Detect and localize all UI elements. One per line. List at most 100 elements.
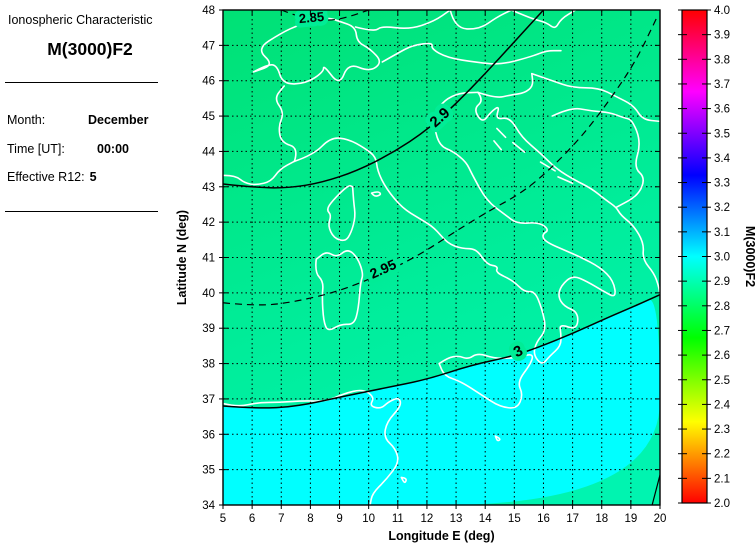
- coastline-path: [293, 91, 616, 364]
- y-tick-label: 45: [202, 111, 215, 123]
- colorbar-tick-label: 2.9: [714, 276, 730, 288]
- colorbar-tick-label: 3.4: [714, 153, 731, 165]
- x-tick-label: 15: [508, 513, 521, 525]
- x-tick-label: 7: [278, 513, 284, 525]
- coastline-path: [223, 389, 402, 505]
- r12-value: 5: [89, 170, 97, 184]
- time-field: Time [UT]: 00:00: [7, 142, 129, 156]
- month-value: December: [88, 113, 149, 127]
- x-tick-label: 18: [595, 513, 608, 525]
- y-tick-label: 40: [202, 288, 215, 300]
- colorbar-tick-label: 3.5: [714, 128, 730, 140]
- x-axis-title: Longitude E (deg): [388, 529, 494, 543]
- colorbar-tick-label: 2.4: [714, 399, 731, 411]
- x-tick-label: 13: [450, 513, 463, 525]
- y-tick-label: 47: [202, 40, 215, 52]
- colorbar-tick-label: 2.2: [714, 449, 730, 461]
- coastline-path: [326, 185, 356, 242]
- month-field: Month: December: [7, 113, 148, 127]
- y-tick-label: 41: [202, 253, 215, 265]
- contour-line-3: [223, 293, 660, 409]
- x-tick-label: 9: [336, 513, 342, 525]
- colorbar: 4.0 3.9 3.8 3.7 3.6 3.5 3.4 3.3 3.2 3.1 3.0 2.9 2.8 2…: [678, 5, 755, 510]
- y-tick-label: 39: [202, 323, 215, 335]
- x-tick-label: 11: [392, 513, 404, 525]
- coastline-path: [539, 161, 556, 172]
- colorbar-title: M(3000)F2: [743, 226, 755, 287]
- coastline-path: [557, 176, 574, 185]
- contour-label-2.85: 2.85: [298, 9, 325, 26]
- month-label: Month:: [7, 113, 46, 127]
- colorbar-tick-label: 3.9: [714, 30, 730, 42]
- coastline-path: [496, 127, 507, 139]
- x-tick-label: 16: [537, 513, 550, 525]
- colorbar-tick-label: 3.1: [714, 227, 730, 239]
- coastline-path: [551, 107, 644, 209]
- x-tick-label: 17: [566, 513, 579, 525]
- colorbar-tick-label: 3.3: [714, 178, 730, 190]
- corner-patch: [652, 484, 660, 505]
- colorbar-tick-label: 2.8: [714, 301, 730, 313]
- colorbar-tick-label: 3.8: [714, 54, 730, 66]
- coastline-path: [475, 91, 660, 296]
- divider-top: [5, 82, 158, 83]
- colorbar-tick-label: 3.2: [714, 202, 730, 214]
- y-tick-label: 34: [202, 500, 215, 512]
- y-tick-label: 44: [202, 146, 215, 158]
- y-tick-label: 36: [202, 429, 215, 441]
- coastlines: [223, 10, 660, 505]
- coastline-path: [381, 42, 562, 65]
- coastline-path: [400, 476, 407, 484]
- coastline-path: [370, 191, 382, 197]
- y-tick-label: 38: [202, 359, 215, 371]
- x-tick-label: 5: [220, 513, 226, 525]
- x-tick-label: 8: [307, 513, 313, 525]
- x-tick-label: 14: [479, 513, 492, 525]
- coastline-path: [438, 353, 534, 409]
- y-tick-label: 37: [202, 394, 215, 406]
- coastline-path: [494, 435, 501, 442]
- y-axis-title: Latitude N (deg): [175, 210, 189, 305]
- map-plot: 2.852.92.953: [223, 9, 660, 505]
- coastline-path: [223, 160, 296, 186]
- y-tick-label: 42: [202, 217, 215, 229]
- coastline-path: [512, 141, 526, 153]
- contour-line-2.95: [223, 16, 658, 306]
- coastline-path: [493, 140, 503, 151]
- colorbar-tick-label: 2.0: [714, 498, 730, 510]
- x-tick-label: 12: [421, 513, 434, 525]
- colorbar-tick-label: 2.5: [714, 375, 730, 387]
- coastline-path: [449, 10, 513, 30]
- colorbar-tick-label: 2.6: [714, 350, 730, 362]
- time-value: 00:00: [97, 142, 129, 156]
- x-tick-label: 6: [249, 513, 255, 525]
- colorbar-tick-label: 3.6: [714, 104, 730, 116]
- cyan-region: [223, 299, 660, 505]
- coastline-path: [354, 10, 452, 31]
- coastline-path: [477, 72, 534, 98]
- divider-bottom: [5, 211, 158, 212]
- corner-contour-line: [651, 474, 660, 505]
- coastline-path: [252, 17, 381, 85]
- y-tick-label: 48: [202, 5, 215, 17]
- y-tick-label: 46: [202, 76, 215, 88]
- contour-line-2.85: [281, 10, 369, 21]
- r12-label: Effective R12:: [7, 170, 85, 184]
- page-title: Ionospheric Characteristic: [8, 13, 153, 27]
- x-tick-label: 10: [362, 513, 375, 525]
- colorbar-tick-label: 2.3: [714, 424, 730, 436]
- colorbar-tick-label: 3.7: [714, 79, 730, 91]
- colorbar-tick-label: 3.0: [714, 252, 730, 264]
- x-tick-label: 19: [624, 513, 637, 525]
- y-tick-label: 43: [202, 182, 215, 194]
- coastline-path: [275, 85, 297, 163]
- contour-line-2.9: [223, 10, 545, 189]
- axis-ticks: [219, 9, 661, 509]
- coastline-path: [531, 72, 660, 123]
- colorbar-tick-label: 2.1: [714, 473, 730, 485]
- colorbar-tick-label: 2.7: [714, 325, 730, 337]
- characteristic-name: M(3000)F2: [47, 39, 133, 59]
- colorbar-tick-label: 4.0: [714, 5, 730, 17]
- x-tick-label: 20: [654, 513, 667, 525]
